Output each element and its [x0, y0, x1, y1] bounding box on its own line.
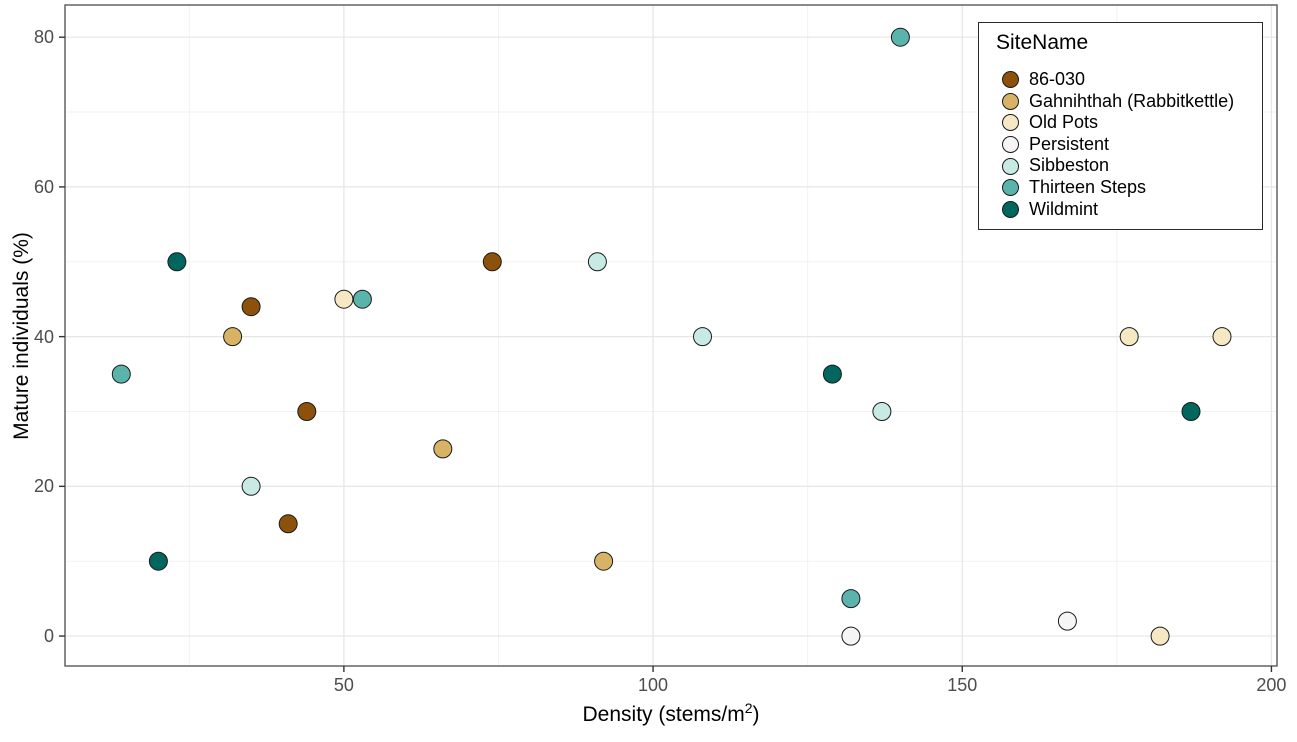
legend-item: Thirteen Steps: [979, 177, 1262, 199]
legend-swatch-circle-icon: [1002, 179, 1019, 197]
legend-item-label: Wildmint: [1029, 198, 1099, 219]
legend-title: SiteName: [996, 31, 1089, 54]
panel-border: [64, 4, 1278, 667]
data-point: [241, 476, 261, 496]
legend: SiteName 86-030 Gahnihthah (Rabbitkettle)…: [978, 22, 1263, 230]
legend-swatch-circle-icon: [1002, 157, 1019, 175]
data-point: [822, 364, 842, 384]
data-point: [693, 327, 712, 347]
y-tick-label: 60: [33, 176, 54, 197]
data-point: [482, 252, 502, 272]
y-axis-title: Mature individuals (%): [10, 232, 33, 440]
data-point: [1150, 626, 1170, 646]
legend-swatch-circle-icon: [1002, 71, 1019, 89]
data-point: [841, 626, 861, 646]
data-point: [890, 27, 910, 47]
data-point: [587, 252, 607, 272]
legend-swatch-circle-icon: [1002, 92, 1019, 110]
legend-item-label: Persistent: [1029, 133, 1110, 154]
data-point: [241, 297, 261, 317]
legend-item-label: 86-030: [1029, 69, 1086, 89]
data-point: [433, 439, 453, 459]
x-axis-title-superscript: 2: [744, 700, 753, 716]
data-point: [278, 514, 298, 534]
data-point: [148, 551, 168, 571]
data-point: [841, 589, 861, 609]
data-point: [297, 402, 317, 421]
legend-swatch-circle-icon: [1002, 200, 1019, 218]
data-point: [223, 327, 243, 347]
legend-item: Sibbeston: [979, 155, 1262, 177]
data-point: [594, 551, 614, 571]
y-tick-label: 40: [33, 326, 54, 347]
legend-item-label: Thirteen Steps: [1029, 176, 1147, 197]
data-point: [352, 289, 372, 309]
x-axis-title-close: ): [752, 703, 760, 726]
data-point: [1181, 402, 1201, 421]
y-tick-label: 0: [43, 626, 54, 647]
legend-item: Wildmint: [979, 199, 1262, 221]
legend-item: Old Pots: [979, 112, 1262, 134]
legend-item: Persistent: [979, 134, 1262, 156]
legend-item-label: Gahnihthah (Rabbitkettle): [1029, 90, 1235, 111]
y-tick-label: 20: [33, 476, 54, 497]
x-axis-title: Density (stems/m2): [583, 700, 760, 727]
x-tick-label: 100: [638, 675, 669, 695]
legend-item: Gahnihthah (Rabbitkettle): [979, 91, 1262, 113]
x-tick-label: 150: [947, 675, 978, 695]
legend-item-label: Old Pots: [1029, 112, 1099, 133]
data-point: [1212, 327, 1232, 347]
legend-item-label: Sibbeston: [1029, 155, 1110, 176]
data-point: [111, 364, 131, 384]
x-tick-label: 50: [333, 675, 354, 695]
legend-items: 86-030 Gahnihthah (Rabbitkettle) Old Pots P…: [979, 69, 1262, 220]
data-point: [334, 289, 354, 309]
y-tick-label: 80: [33, 27, 54, 48]
legend-swatch-circle-icon: [1002, 136, 1019, 154]
data-point: [167, 252, 187, 272]
data-point: [1119, 327, 1139, 347]
data-point: [872, 402, 892, 421]
x-axis-title-text: Density (stems/m: [582, 703, 745, 726]
data-point: [1057, 611, 1077, 631]
legend-item: 86-030: [979, 69, 1262, 91]
x-tick-label: 200: [1256, 675, 1287, 695]
legend-swatch-circle-icon: [1002, 114, 1019, 132]
